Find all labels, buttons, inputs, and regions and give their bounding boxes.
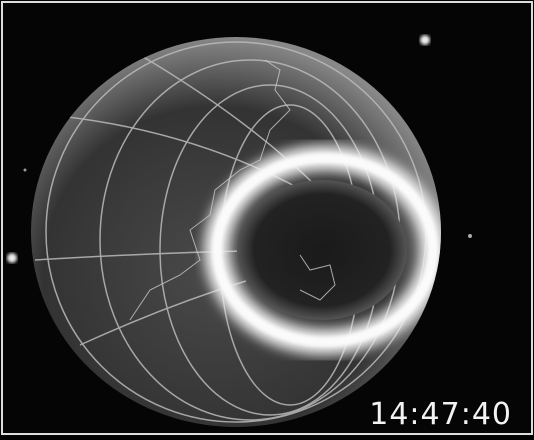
timestamp: 14:47:40 <box>369 397 512 432</box>
coastlines <box>129 59 336 321</box>
star <box>468 234 472 238</box>
aurora <box>204 145 441 355</box>
star <box>420 35 430 45</box>
star <box>23 168 27 172</box>
star <box>7 253 17 263</box>
